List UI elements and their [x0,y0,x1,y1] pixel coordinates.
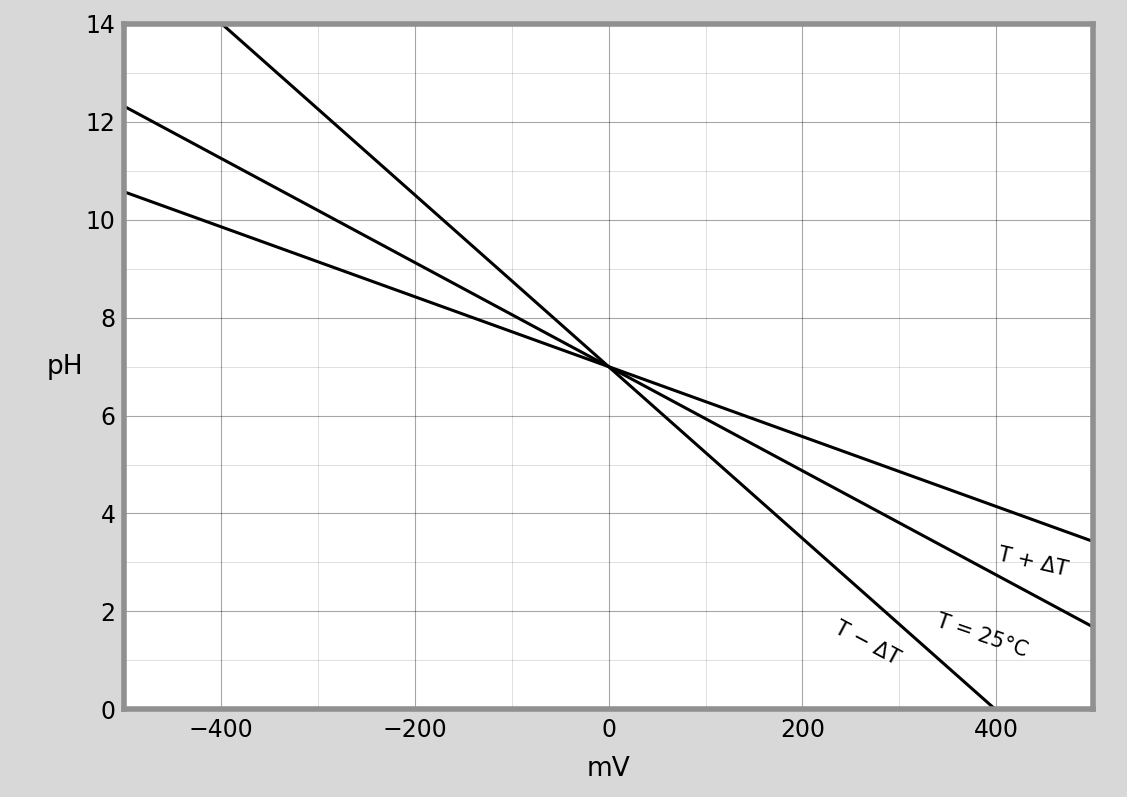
X-axis label: mV: mV [587,756,630,782]
Text: T − ΔT: T − ΔT [832,618,904,669]
Text: T + ΔT: T + ΔT [996,544,1070,580]
Y-axis label: pH: pH [46,354,83,379]
Text: T = 25°C: T = 25°C [933,611,1030,661]
